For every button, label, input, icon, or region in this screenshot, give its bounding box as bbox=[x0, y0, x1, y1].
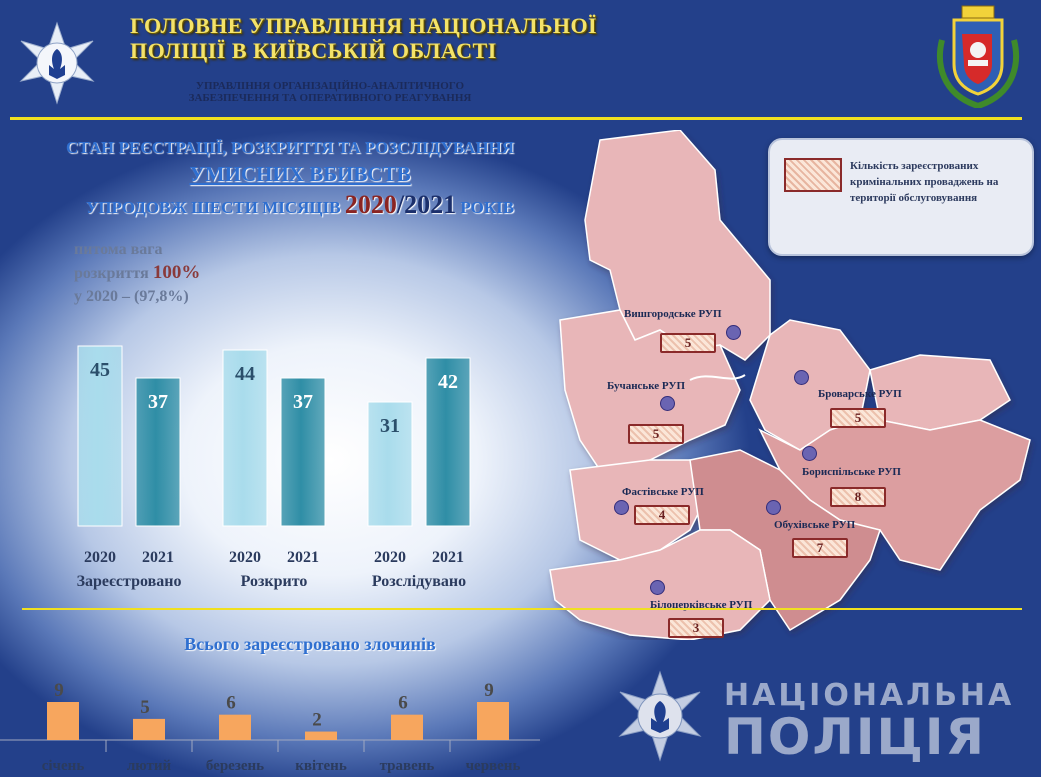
monthly-bar-березень bbox=[219, 714, 251, 740]
district-label-fastiv: Фастівське РУП bbox=[622, 486, 704, 498]
note-line2: розкриття 100% bbox=[74, 261, 200, 285]
bar-value-label: 44 bbox=[235, 363, 255, 385]
section-title-years-word: РОКІВ bbox=[460, 198, 515, 217]
legend-swatch bbox=[784, 158, 842, 192]
monthly-chart-title: Всього зареєстровано злочинів bbox=[184, 634, 436, 654]
district-marker-boryspil bbox=[802, 446, 817, 461]
section-title-period: УПРОДОВЖ ШЕСТИ МІСЯЦІВ bbox=[85, 198, 341, 217]
district-marker-vyshhorod bbox=[726, 325, 741, 340]
district-count-bila-tserkva: 3 bbox=[668, 618, 724, 638]
district-marker-obukhiv bbox=[766, 500, 781, 515]
bar-value-label: 31 bbox=[380, 415, 400, 437]
bar-year-label: 2020 bbox=[229, 549, 261, 566]
monthly-category-label: лютий bbox=[127, 758, 172, 774]
district-count-vyshhorod: 5 bbox=[660, 333, 716, 353]
watermark-line2: ПОЛІЦІЯ bbox=[724, 708, 986, 766]
monthly-category-label: січень bbox=[42, 758, 85, 774]
monthly-bar-chart: 9 січень 5 лютий 6 березень 2 квітень 6 травень 9 ч… bbox=[0, 680, 540, 774]
note-line3: у 2020 – (97,8%) bbox=[74, 288, 189, 305]
category-label: Розслідувано bbox=[372, 573, 466, 590]
monthly-bar-травень bbox=[391, 714, 423, 740]
year-2021: 2021 bbox=[404, 190, 457, 219]
district-label-boryspil: Бориспільське РУП bbox=[802, 466, 901, 478]
district-marker-fastiv bbox=[614, 500, 629, 515]
district-count-boryspil: 8 bbox=[830, 487, 886, 507]
bottom-divider bbox=[22, 608, 1022, 610]
district-marker-bila-tserkva bbox=[650, 580, 665, 595]
bar-Розкрито-2020 bbox=[222, 349, 268, 527]
district-label-obukhiv: Обухівське РУП bbox=[774, 519, 856, 531]
monthly-bar-червень bbox=[477, 702, 509, 740]
bar-value-label: 37 bbox=[293, 391, 313, 413]
disclosure-note: питома вага розкриття 100% у 2020 – (97,… bbox=[74, 238, 200, 308]
monthly-bar-січень bbox=[47, 702, 79, 740]
police-emblem-icon bbox=[19, 21, 95, 105]
district-label-bucha: Бучанське РУП bbox=[607, 380, 686, 392]
bar-value-label: 45 bbox=[90, 359, 110, 381]
section-title-line2: УМИСНИХ ВБИВСТВ bbox=[189, 162, 411, 186]
map-legend: Кількість зареєстрованих кримінальних пр… bbox=[768, 138, 1034, 256]
monthly-bar-квітень bbox=[305, 731, 337, 740]
header-subtitle-line1: УПРАВЛІННЯ ОРГАНІЗАЦІЙНО-АНАЛІТИЧНОГО bbox=[195, 80, 465, 92]
bar-Зареєстровано-2020 bbox=[77, 345, 123, 527]
monthly-category-label: червень bbox=[466, 758, 521, 774]
bar-Розслідувано-2020 bbox=[367, 401, 413, 527]
bar-value-label: 42 bbox=[438, 371, 458, 393]
bar-year-label: 2021 bbox=[432, 549, 464, 566]
monthly-value-label: 5 bbox=[140, 697, 150, 718]
bar-year-label: 2020 bbox=[374, 549, 406, 566]
note-line2-prefix: розкриття bbox=[74, 265, 149, 282]
monthly-category-label: травень bbox=[380, 758, 435, 774]
monthly-category-label: березень bbox=[206, 758, 264, 774]
header-title-line1: ГОЛОВНЕ УПРАВЛІННЯ НАЦІОНАЛЬНОЇ bbox=[130, 13, 598, 38]
year-2020: 2020 bbox=[344, 190, 397, 219]
district-marker-brovary bbox=[794, 370, 809, 385]
district-count-brovary: 5 bbox=[830, 408, 886, 428]
bar-Розкрито-2021 bbox=[280, 377, 326, 527]
monthly-bar-лютий bbox=[133, 718, 165, 740]
district-count-obukhiv: 7 bbox=[792, 538, 848, 558]
monthly-value-label: 6 bbox=[398, 693, 408, 714]
monthly-category-label: квітень bbox=[295, 758, 347, 774]
note-line1: питома вага bbox=[74, 241, 163, 258]
watermark-line1: НАЦІОНАЛЬНА bbox=[724, 678, 1015, 713]
header-subtitle-line2: ЗАБЕЗПЕЧЕННЯ ТА ОПЕРАТИВНОГО РЕАГУВАННЯ bbox=[188, 92, 472, 104]
district-count-fastiv: 4 bbox=[634, 505, 690, 525]
category-label: Зареєстровано bbox=[77, 573, 182, 590]
header-divider bbox=[10, 117, 1022, 120]
monthly-value-label: 9 bbox=[484, 680, 494, 701]
section-title-line3: УПРОДОВЖ ШЕСТИ МІСЯЦІВ 2020/2021 РОКІВ bbox=[40, 190, 560, 220]
district-count-bucha: 5 bbox=[628, 424, 684, 444]
year-slash: / bbox=[396, 190, 405, 219]
note-line2-value: 100% bbox=[152, 262, 201, 283]
section-title-line1: СТАН РЕЄСТРАЦІЇ, РОЗКРИТТЯ ТА РОЗСЛІДУВА… bbox=[65, 138, 515, 157]
bar-value-label: 37 bbox=[148, 391, 168, 413]
district-label-vyshhorod: Вишгородське РУП bbox=[624, 308, 722, 320]
bar-year-label: 2020 bbox=[84, 549, 116, 566]
header-title-line2: ПОЛІЦІЇ В КИЇВСЬКІЙ ОБЛАСТІ bbox=[130, 38, 497, 63]
bar-Розслідувано-2021 bbox=[425, 357, 471, 527]
district-marker-bucha bbox=[660, 396, 675, 411]
police-watermark-emblem-icon bbox=[618, 670, 702, 762]
monthly-value-label: 9 bbox=[54, 680, 64, 701]
bar-year-label: 2021 bbox=[287, 549, 319, 566]
monthly-value-label: 6 bbox=[226, 693, 236, 714]
bar-year-label: 2021 bbox=[142, 549, 174, 566]
main-bar-chart: 45 2020 37 2021 Зареєстровано 44 2020 37 2021 Роз… bbox=[77, 345, 471, 590]
coat-of-arms-icon bbox=[936, 5, 1020, 108]
district-label-brovary: Броварське РУП bbox=[818, 388, 902, 400]
monthly-value-label: 2 bbox=[312, 710, 322, 731]
category-label: Розкрито bbox=[241, 573, 308, 590]
legend-text: Кількість зареєстрованих кримінальних пр… bbox=[850, 160, 999, 204]
bar-Зареєстровано-2021 bbox=[135, 377, 181, 527]
